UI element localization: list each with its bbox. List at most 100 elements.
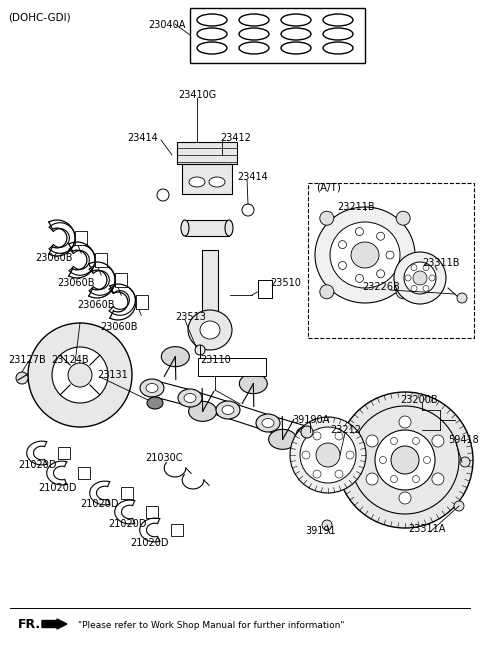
Text: 23410G: 23410G xyxy=(178,90,216,100)
Ellipse shape xyxy=(222,405,234,415)
Text: 21020D: 21020D xyxy=(18,460,57,470)
Bar xyxy=(146,506,158,518)
Ellipse shape xyxy=(197,42,227,54)
Text: 23131: 23131 xyxy=(97,370,128,380)
Ellipse shape xyxy=(323,28,353,40)
Ellipse shape xyxy=(197,28,227,40)
Text: 39190A: 39190A xyxy=(292,415,329,425)
Ellipse shape xyxy=(256,414,280,432)
Text: 23060B: 23060B xyxy=(77,300,115,310)
Bar xyxy=(58,447,70,459)
Bar xyxy=(185,220,229,236)
FancyArrow shape xyxy=(42,619,67,629)
Circle shape xyxy=(432,435,444,447)
Bar xyxy=(115,273,127,287)
Ellipse shape xyxy=(262,419,274,428)
Text: 23414: 23414 xyxy=(127,133,158,143)
Text: 39191: 39191 xyxy=(305,526,336,536)
Ellipse shape xyxy=(281,28,311,40)
Circle shape xyxy=(313,432,321,440)
Ellipse shape xyxy=(269,429,297,449)
Ellipse shape xyxy=(225,220,233,236)
Text: 23311B: 23311B xyxy=(422,258,459,268)
Ellipse shape xyxy=(296,426,320,444)
Ellipse shape xyxy=(239,28,269,40)
Circle shape xyxy=(432,473,444,485)
Text: 23110: 23110 xyxy=(200,355,231,365)
Ellipse shape xyxy=(161,346,189,367)
Circle shape xyxy=(335,470,343,478)
Ellipse shape xyxy=(188,310,232,350)
Circle shape xyxy=(351,406,459,514)
Text: 23513: 23513 xyxy=(175,312,206,322)
Circle shape xyxy=(290,417,366,493)
Circle shape xyxy=(411,285,417,291)
Text: 23412: 23412 xyxy=(220,133,251,143)
Ellipse shape xyxy=(197,14,227,26)
Text: 23212: 23212 xyxy=(330,425,361,435)
Text: 23311A: 23311A xyxy=(408,524,445,534)
Ellipse shape xyxy=(239,42,269,54)
Circle shape xyxy=(394,252,446,304)
Text: 23040A: 23040A xyxy=(148,20,185,30)
Circle shape xyxy=(366,473,378,485)
Circle shape xyxy=(391,476,397,483)
Circle shape xyxy=(322,520,332,530)
Ellipse shape xyxy=(330,222,400,288)
Circle shape xyxy=(355,228,363,236)
Text: 23060B: 23060B xyxy=(100,322,137,332)
Text: 59418: 59418 xyxy=(448,435,479,445)
Circle shape xyxy=(301,426,313,438)
Ellipse shape xyxy=(209,177,225,187)
Circle shape xyxy=(335,432,343,440)
Circle shape xyxy=(242,204,254,216)
Bar xyxy=(190,8,365,63)
Circle shape xyxy=(412,476,420,483)
Text: 21020D: 21020D xyxy=(108,519,146,529)
Ellipse shape xyxy=(302,430,314,440)
Circle shape xyxy=(320,211,334,225)
Text: 21030C: 21030C xyxy=(145,453,182,463)
Ellipse shape xyxy=(184,394,196,403)
Circle shape xyxy=(429,275,435,281)
Bar xyxy=(198,358,266,376)
Circle shape xyxy=(377,232,384,240)
Ellipse shape xyxy=(323,42,353,54)
Circle shape xyxy=(313,470,321,478)
Circle shape xyxy=(316,443,340,467)
Circle shape xyxy=(405,275,411,281)
Circle shape xyxy=(338,241,347,249)
Ellipse shape xyxy=(200,321,220,339)
Ellipse shape xyxy=(351,242,379,268)
Ellipse shape xyxy=(189,401,216,421)
Circle shape xyxy=(396,211,410,225)
Text: 21020D: 21020D xyxy=(38,483,76,493)
Circle shape xyxy=(320,285,334,298)
Text: 23060B: 23060B xyxy=(35,253,72,263)
Circle shape xyxy=(337,392,473,528)
Text: 21020D: 21020D xyxy=(80,499,119,509)
Circle shape xyxy=(396,285,410,298)
Bar xyxy=(121,487,133,499)
Bar xyxy=(182,164,232,194)
Circle shape xyxy=(366,435,378,447)
Ellipse shape xyxy=(189,177,205,187)
Circle shape xyxy=(375,430,435,490)
Text: (DOHC-GDI): (DOHC-GDI) xyxy=(8,12,71,22)
Bar xyxy=(95,253,107,267)
Bar xyxy=(136,295,148,309)
Circle shape xyxy=(454,501,464,511)
Text: "Please refer to Work Shop Manual for further information": "Please refer to Work Shop Manual for fu… xyxy=(78,621,345,630)
Bar xyxy=(171,524,183,536)
Circle shape xyxy=(457,293,467,303)
Circle shape xyxy=(377,270,384,277)
Circle shape xyxy=(411,264,417,271)
Bar xyxy=(78,467,90,479)
Circle shape xyxy=(412,438,420,445)
Ellipse shape xyxy=(178,389,202,407)
Circle shape xyxy=(355,274,363,282)
Ellipse shape xyxy=(281,14,311,26)
Circle shape xyxy=(413,271,427,285)
Circle shape xyxy=(16,372,28,384)
Text: 23060B: 23060B xyxy=(57,278,95,288)
